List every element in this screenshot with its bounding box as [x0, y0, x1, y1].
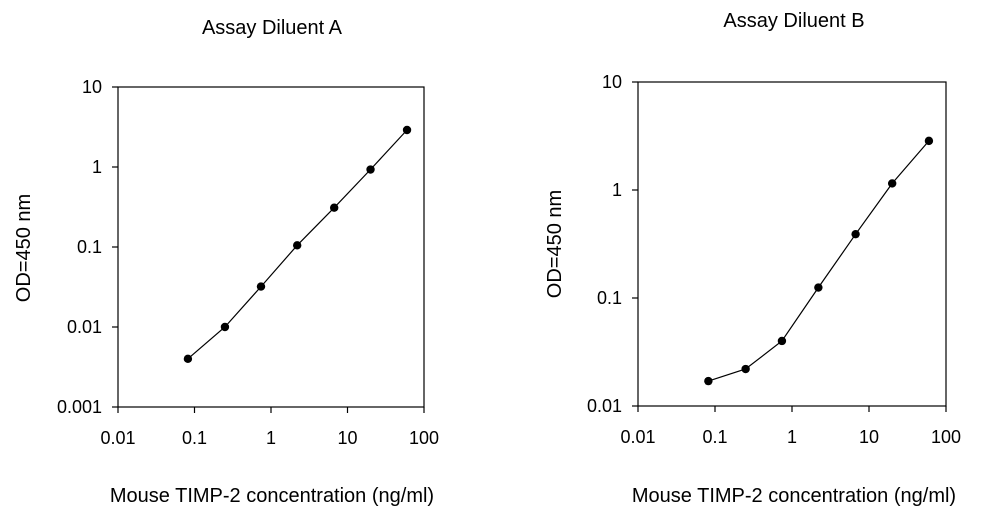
x-tick-label: 1: [266, 428, 276, 448]
x-tick-label: 10: [859, 427, 879, 447]
y-axis-label: OD=450 nm: [13, 194, 35, 302]
x-tick-label: 0.01: [100, 428, 135, 448]
ticks: 0.01 0.1 1 10 100 0.01 0.1 1 10: [587, 72, 961, 447]
x-tick-label: 100: [409, 428, 439, 448]
x-tick-label: 0.1: [182, 428, 207, 448]
x-tick-label: 1: [787, 427, 797, 447]
data-point: [292, 241, 302, 250]
y-tick-label: 0.1: [77, 237, 102, 257]
data-point: [814, 283, 823, 292]
plot-frame: [637, 81, 947, 407]
y-axis-label: OD=450 nm: [544, 190, 566, 298]
x-axis-label: Mouse TIMP-2 concentration (ng/ml): [632, 485, 956, 507]
chart-assay-diluent-a: Assay Diluent A OD=450 nm Mouse TIMP-2 c…: [13, 17, 439, 507]
series: [183, 125, 412, 364]
y-tick-label: 0.01: [67, 317, 102, 337]
x-tick-label: 0.01: [620, 427, 655, 447]
y-tick-label: 0.001: [57, 397, 102, 417]
y-tick-label: 0.1: [597, 288, 622, 308]
data-point: [402, 125, 412, 135]
x-tick-label: 100: [931, 427, 961, 447]
data-point: [329, 203, 339, 212]
series-line: [708, 140, 930, 382]
x-tick-label: 10: [337, 428, 357, 448]
x-tick-label: 0.1: [702, 427, 727, 447]
data-point: [924, 136, 934, 146]
chart-title: Assay Diluent B: [723, 10, 864, 32]
data-point: [256, 282, 266, 291]
data-point: [851, 229, 860, 239]
data-point: [741, 364, 750, 374]
plot-frame: [117, 86, 425, 408]
y-tick-label: 1: [612, 180, 622, 200]
data-point: [183, 354, 193, 364]
series: [704, 136, 934, 386]
y-tick-label: 0.01: [587, 396, 622, 416]
data-point: [220, 322, 230, 332]
y-tick-label: 10: [82, 77, 102, 97]
y-tick-label: 10: [602, 72, 622, 92]
chart-assay-diluent-b: Assay Diluent B OD=450 nm Mouse TIMP-2 c…: [544, 10, 961, 507]
y-tick-label: 1: [92, 157, 102, 177]
chart-title: Assay Diluent A: [202, 17, 343, 39]
ticks: 0.01 0.1 1 10 100 0.001 0.01 0.1 1 10: [57, 77, 439, 448]
data-point: [704, 376, 713, 386]
data-point: [366, 165, 375, 174]
x-axis-label: Mouse TIMP-2 concentration (ng/ml): [110, 485, 434, 507]
data-point: [777, 336, 787, 346]
data-point: [887, 179, 897, 188]
